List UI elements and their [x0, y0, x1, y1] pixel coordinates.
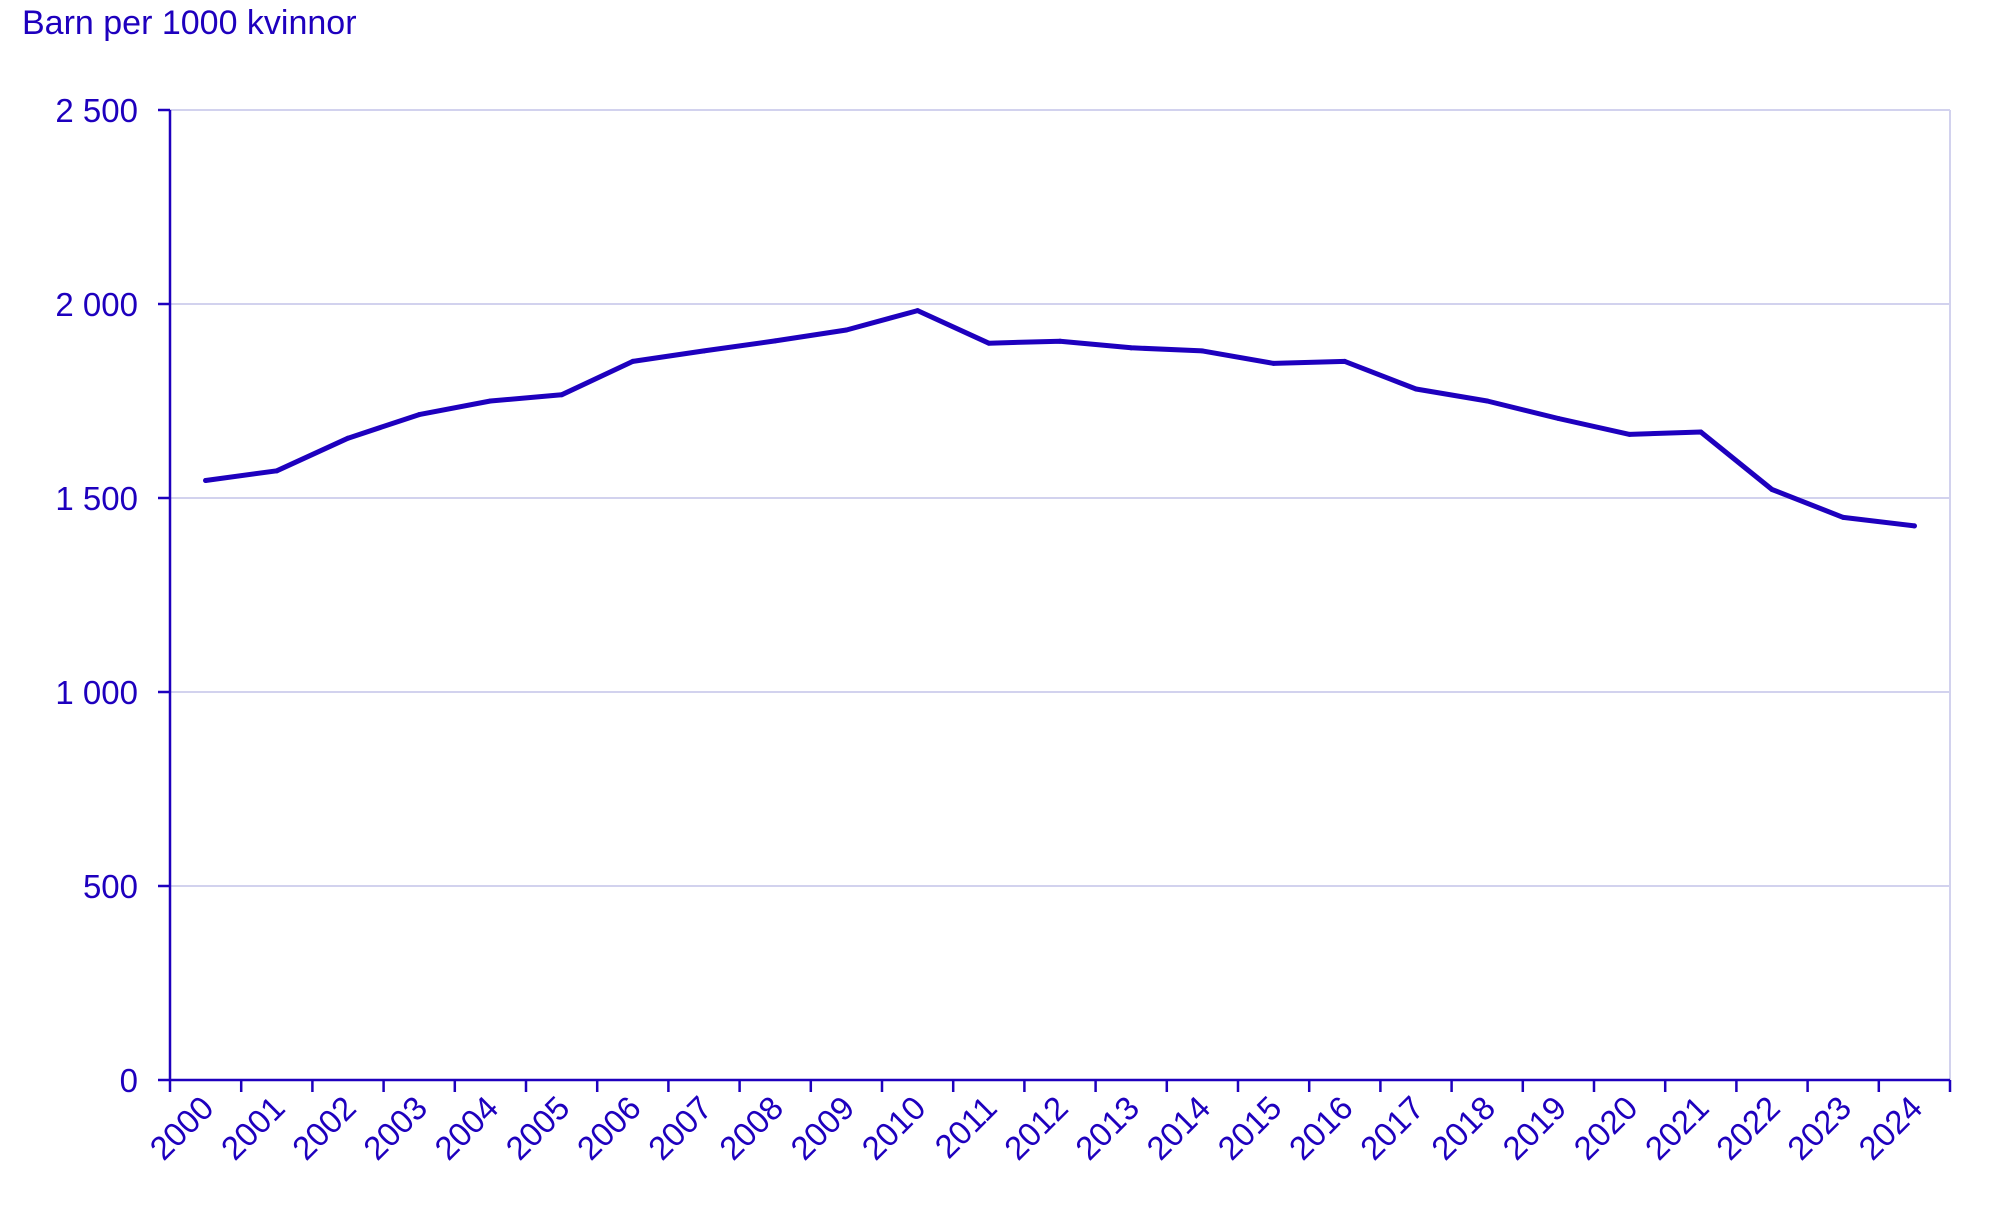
x-tick-label: 2018: [1424, 1089, 1502, 1167]
x-tick-label: 2012: [997, 1089, 1075, 1167]
x-tick-label: 2005: [498, 1089, 576, 1167]
data-point: [1128, 345, 1134, 351]
x-tick-label: 2013: [1068, 1089, 1146, 1167]
x-tick-label: 2003: [356, 1089, 434, 1167]
data-point: [630, 358, 636, 364]
x-tick-label: 2022: [1709, 1089, 1787, 1167]
data-point: [1840, 514, 1846, 520]
y-axis-label: Barn per 1000 kvinnor: [22, 4, 357, 42]
x-tick-label: 2007: [641, 1089, 719, 1167]
data-point: [1199, 348, 1205, 354]
y-tick-label: 2 000: [55, 286, 138, 323]
data-point: [986, 340, 992, 346]
x-tick-label: 2017: [1353, 1089, 1431, 1167]
data-point: [274, 468, 280, 474]
x-tick-label: 2020: [1566, 1089, 1644, 1167]
x-tick-label: 2021: [1638, 1089, 1716, 1167]
x-tick-label: 2010: [854, 1089, 932, 1167]
x-tick-label: 2008: [712, 1089, 790, 1167]
data-point: [1271, 360, 1277, 366]
data-point: [487, 398, 493, 404]
data-point: [843, 327, 849, 333]
y-tick-label: 1 000: [55, 674, 138, 711]
x-tick-label: 2015: [1210, 1089, 1288, 1167]
y-tick-label: 500: [83, 868, 138, 905]
y-tick-label: 0: [120, 1062, 138, 1099]
data-point: [701, 348, 707, 354]
data-point: [1698, 429, 1704, 435]
x-tick-label: 2000: [142, 1089, 220, 1167]
x-tick-label: 2001: [214, 1089, 292, 1167]
data-point: [1911, 523, 1917, 529]
x-tick-label: 2016: [1282, 1089, 1360, 1167]
x-tick-label: 2006: [570, 1089, 648, 1167]
x-tick-label: 2004: [427, 1089, 505, 1167]
data-point: [1627, 431, 1633, 437]
x-tick-label: 2009: [783, 1089, 861, 1167]
x-tick-label: 2002: [285, 1089, 363, 1167]
data-point: [1057, 338, 1063, 344]
data-point: [1769, 486, 1775, 492]
data-point: [345, 435, 351, 441]
data-point: [416, 412, 422, 418]
x-tick-label: 2014: [1139, 1089, 1217, 1167]
data-point: [1555, 415, 1561, 421]
x-tick-label: 2011: [927, 1089, 1003, 1165]
x-tick-label: 2023: [1780, 1089, 1858, 1167]
data-point: [1413, 386, 1419, 392]
y-tick-label: 1 500: [55, 480, 138, 517]
data-point: [772, 338, 778, 344]
data-point: [1484, 398, 1490, 404]
data-point: [1342, 358, 1348, 364]
data-point: [203, 478, 209, 484]
x-tick-label: 2024: [1851, 1089, 1929, 1167]
data-point: [915, 308, 921, 314]
y-tick-label: 2 500: [55, 92, 138, 129]
x-tick-label: 2019: [1495, 1089, 1573, 1167]
data-point: [559, 392, 565, 398]
